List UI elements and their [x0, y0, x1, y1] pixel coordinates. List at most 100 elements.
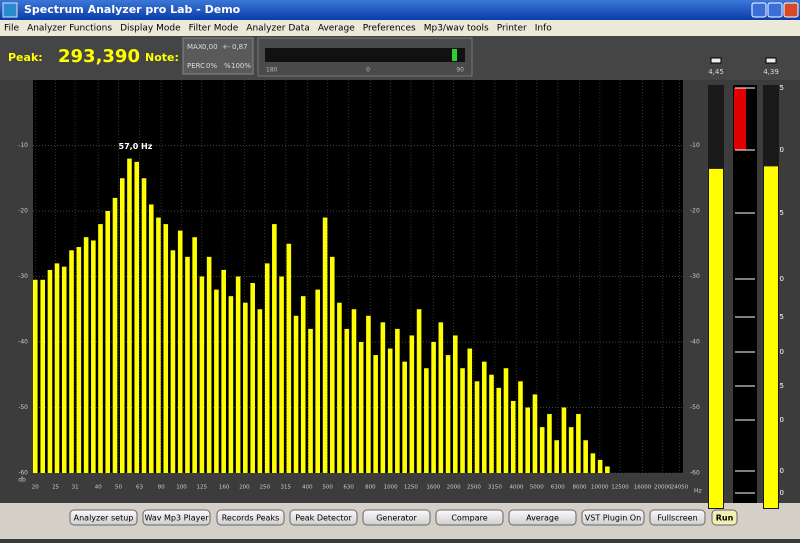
button[interactable]	[289, 509, 358, 526]
bar	[337, 302, 342, 473]
x-tick-label: 1600	[426, 485, 440, 491]
bar	[525, 407, 531, 473]
bar	[322, 217, 328, 473]
bar	[431, 342, 436, 473]
bar	[272, 224, 277, 473]
y-unit: db	[18, 477, 26, 484]
x-tick-label: 24050	[671, 485, 689, 491]
bar	[395, 328, 400, 473]
bar	[170, 250, 176, 473]
bar	[199, 276, 205, 473]
pct-label: %	[224, 62, 231, 70]
x-tick-label: 10000	[591, 485, 609, 491]
bar	[373, 355, 378, 473]
bar	[83, 237, 89, 473]
bar	[358, 342, 364, 473]
button-label[interactable]: VST Plugin On	[585, 514, 641, 523]
meter-level	[709, 168, 723, 508]
bar	[380, 322, 386, 473]
button[interactable]	[435, 509, 504, 526]
bar	[597, 459, 603, 473]
maximize[interactable]	[767, 2, 783, 18]
bar	[518, 381, 523, 473]
button[interactable]	[508, 509, 577, 526]
bar	[257, 309, 263, 473]
menu-item[interactable]: Preferences	[363, 24, 416, 34]
x-tick-label: 20000	[654, 485, 672, 491]
y-tick-label: -10	[18, 142, 28, 149]
bar	[286, 243, 292, 473]
meter-readout: 4,39	[763, 68, 779, 76]
button-label[interactable]: Compare	[451, 514, 487, 523]
peak-label: Peak:	[8, 51, 43, 64]
menu-item[interactable]: Display Mode	[120, 24, 181, 34]
x-tick-label: 2500	[467, 485, 481, 491]
y-tick-label: -20	[690, 208, 700, 215]
menu-item[interactable]: Average	[318, 24, 355, 34]
menu-item[interactable]: Printer	[497, 24, 527, 34]
bar	[300, 296, 306, 473]
button-label[interactable]: Run	[716, 514, 734, 523]
button-label[interactable]: Peak Detector	[295, 514, 352, 523]
x-tick-label: 25	[52, 485, 59, 491]
bar	[329, 256, 335, 473]
x-tick-label: 6300	[551, 485, 565, 491]
menu-bar	[0, 20, 800, 36]
max-label: MAX	[187, 43, 203, 51]
y-tick-label: -40	[690, 339, 700, 346]
button-label[interactable]: Average	[526, 514, 559, 523]
y-tick-label: -30	[18, 273, 28, 280]
button[interactable]	[216, 509, 285, 526]
bar	[228, 296, 234, 473]
bar	[206, 256, 212, 473]
button-label[interactable]: Analyzer setup	[74, 514, 134, 523]
bar	[69, 250, 74, 473]
bar	[141, 178, 147, 473]
bar	[554, 440, 559, 473]
bar	[489, 374, 494, 473]
button-label[interactable]: Records Peaks	[222, 514, 280, 523]
y-tick-label: -60	[18, 470, 28, 477]
button-label[interactable]: Fullscreen	[657, 514, 697, 523]
menu-item[interactable]: Mp3/wav tools	[424, 24, 489, 34]
button[interactable]	[649, 509, 706, 526]
x-tick-label: 4000	[510, 485, 524, 491]
bar	[460, 368, 465, 473]
x-tick-label: 63	[136, 485, 143, 491]
button[interactable]	[581, 509, 645, 526]
bar	[119, 178, 125, 473]
minimize[interactable]	[751, 2, 767, 18]
x-tick-label: 800	[365, 485, 376, 491]
bar	[163, 224, 169, 473]
meter-tick-label: -5	[777, 209, 784, 217]
bar	[221, 269, 226, 473]
meter-clip-zone	[734, 88, 746, 150]
bar	[105, 211, 111, 473]
bar	[438, 322, 444, 473]
button-label[interactable]: Generator	[376, 514, 417, 523]
button[interactable]	[69, 509, 138, 526]
menu-item[interactable]: Filter Mode	[189, 24, 239, 34]
menu-item[interactable]: Analyzer Functions	[27, 24, 112, 34]
dial-label: 180	[266, 67, 278, 74]
x-tick-label: 20	[32, 485, 39, 491]
bar	[547, 414, 552, 473]
button-label[interactable]: Wav Mp3 Player	[144, 514, 209, 523]
menu-item[interactable]: Analyzer Data	[246, 24, 310, 34]
bar	[91, 240, 96, 473]
bar	[235, 276, 241, 473]
bar	[532, 394, 538, 473]
pm-label: +-	[222, 43, 231, 51]
meter-readout: 4,45	[708, 68, 724, 76]
menu-item[interactable]: Info	[535, 24, 553, 34]
close[interactable]	[783, 2, 799, 18]
bar	[590, 453, 596, 473]
x-unit: Hz	[694, 488, 702, 495]
button[interactable]	[142, 509, 211, 526]
bar	[148, 204, 154, 473]
button[interactable]	[711, 509, 738, 526]
menu-item[interactable]: File	[4, 24, 20, 34]
bar	[561, 407, 567, 473]
meter-tick-label: 0	[780, 146, 784, 154]
button[interactable]	[362, 509, 431, 526]
